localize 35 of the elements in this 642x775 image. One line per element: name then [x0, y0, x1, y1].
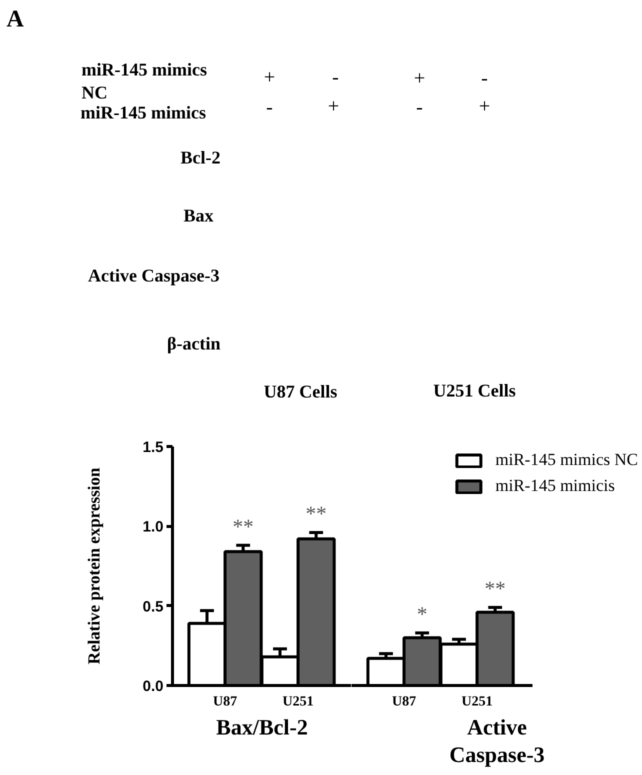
- x-tick-label: U251: [462, 694, 493, 710]
- text: Active Caspase-3: [88, 266, 220, 286]
- text: +: [414, 68, 426, 90]
- text: NC: [82, 82, 108, 102]
- annotation: **: [484, 576, 506, 600]
- text: U251 Cells: [433, 380, 516, 400]
- y-tick-label: 0.5: [142, 598, 164, 616]
- x-tick-label: U251: [282, 694, 314, 710]
- annotation: **: [306, 502, 327, 526]
- legend-label: miR-145 mimics NC: [495, 450, 638, 470]
- x-axis-title: Bax/Bcl-2: [216, 714, 308, 740]
- annotation: **: [232, 514, 254, 538]
- text: -: [481, 68, 488, 90]
- text: +: [328, 96, 340, 118]
- annotation: *: [416, 602, 428, 626]
- legend-label: miR-145 mimicis: [495, 476, 615, 496]
- text: β-actin: [167, 334, 221, 354]
- text: U87 Cells: [264, 382, 338, 402]
- text: -: [416, 96, 423, 118]
- text: Bax: [183, 206, 214, 226]
- text: miR-145 mimics: [82, 60, 207, 80]
- text: A: [6, 6, 24, 32]
- text: -: [332, 66, 339, 88]
- text: Bcl-2: [180, 148, 221, 168]
- x-tick-label: U87: [392, 694, 416, 710]
- y-tick-label: 0.0: [142, 678, 164, 695]
- x-tick-label: U87: [213, 694, 238, 710]
- y-tick-label: 1.5: [142, 439, 164, 456]
- text: +: [478, 96, 490, 118]
- y-tick-label: 1.0: [142, 518, 164, 536]
- x-axis-title: Active Caspase-3: [449, 714, 545, 767]
- text: +: [264, 66, 276, 88]
- text: miR-145 mimics: [80, 102, 206, 122]
- text: -: [266, 96, 273, 118]
- y-axis-title: Relative protein expression: [84, 467, 104, 664]
